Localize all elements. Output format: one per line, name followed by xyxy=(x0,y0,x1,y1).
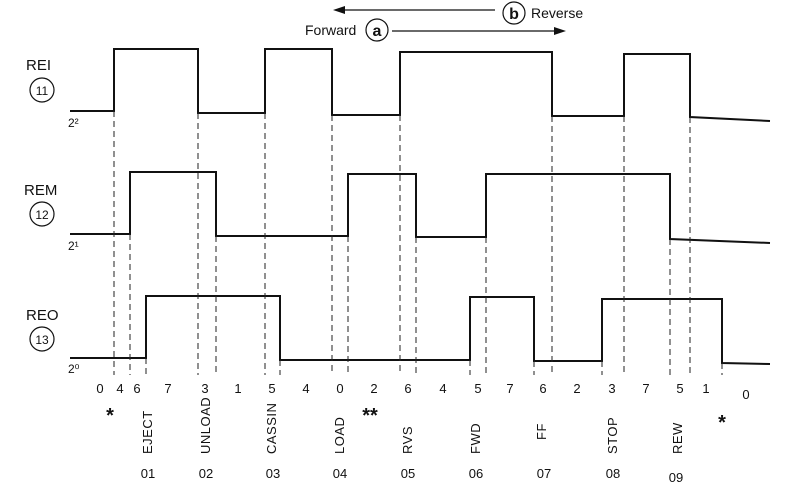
signal-number: 13 xyxy=(35,333,49,347)
command-number: 01 xyxy=(141,466,155,481)
state-code: 1 xyxy=(234,381,241,396)
state-code: 4 xyxy=(116,381,123,396)
state-code: 3 xyxy=(201,381,208,396)
signal-power: 2² xyxy=(68,116,79,130)
state-code: 5 xyxy=(676,381,683,396)
waveform-reo xyxy=(70,295,771,365)
waveform-rem xyxy=(70,171,771,244)
forward-arrowhead-icon xyxy=(554,27,566,35)
command-label: CASSIN xyxy=(264,403,279,454)
reverse-letter: b xyxy=(509,6,519,23)
command-number: 09 xyxy=(669,470,683,485)
state-code: 2 xyxy=(573,381,580,396)
command-numbers: 01 02 03 04 05 06 07 08 09 xyxy=(141,466,683,485)
marker-double-star: ** xyxy=(362,405,378,427)
forward-letter: a xyxy=(373,23,382,40)
signal-rei-label: REI 11 2² xyxy=(26,57,79,130)
signal-number: 12 xyxy=(35,208,49,222)
signal-number-circle xyxy=(29,326,55,352)
state-code: 5 xyxy=(474,381,481,396)
command-label: STOP xyxy=(605,417,620,454)
command-label: UNLOAD xyxy=(198,397,213,454)
signal-rem-label: REM 12 2¹ xyxy=(24,182,79,253)
state-code-row: 0 4 6 7 3 1 5 4 0 2 6 4 5 7 6 2 3 7 5 1 … xyxy=(96,381,749,402)
state-code: 4 xyxy=(302,381,309,396)
reverse-label: Reverse xyxy=(531,5,583,21)
reverse-circle xyxy=(502,1,526,25)
waveform-rei xyxy=(70,48,771,122)
direction-indicator: b Reverse Forward a xyxy=(305,1,583,42)
state-code: 2 xyxy=(370,381,377,396)
state-code: 0 xyxy=(96,381,103,396)
command-label: LOAD xyxy=(332,417,347,454)
command-label: REW xyxy=(670,422,685,454)
state-code: 6 xyxy=(539,381,546,396)
command-number: 06 xyxy=(469,466,483,481)
signal-number-circle xyxy=(29,77,55,103)
command-number: 07 xyxy=(537,466,551,481)
command-number: 03 xyxy=(266,466,280,481)
signal-name: REM xyxy=(24,182,57,199)
command-label: FF xyxy=(534,423,549,440)
command-label: FWD xyxy=(468,423,483,454)
forward-circle xyxy=(365,18,389,42)
signal-name: REO xyxy=(26,307,59,324)
signal-power: 2⁰ xyxy=(68,362,80,376)
command-number: 02 xyxy=(199,466,213,481)
command-label: EJECT xyxy=(140,410,155,454)
state-code: 6 xyxy=(404,381,411,396)
command-number: 05 xyxy=(401,466,415,481)
command-number: 08 xyxy=(606,466,620,481)
state-code: 7 xyxy=(642,381,649,396)
marker-end-star: * xyxy=(718,412,726,434)
state-code: 7 xyxy=(506,381,513,396)
signal-power: 2¹ xyxy=(68,239,79,253)
state-code: 0 xyxy=(742,387,749,402)
command-label: RVS xyxy=(400,426,415,454)
state-code: 5 xyxy=(268,381,275,396)
forward-label: Forward xyxy=(305,22,356,38)
signal-number-circle xyxy=(29,201,55,227)
state-code: 0 xyxy=(336,381,343,396)
state-code: 6 xyxy=(133,381,140,396)
signal-name: REI xyxy=(26,57,51,74)
state-code: 1 xyxy=(702,381,709,396)
signal-number: 11 xyxy=(36,84,49,98)
command-number: 04 xyxy=(333,466,347,481)
reverse-arrowhead-icon xyxy=(333,6,345,14)
signal-reo-label: REO 13 2⁰ xyxy=(26,307,80,376)
state-code: 7 xyxy=(164,381,171,396)
transition-guides xyxy=(113,111,723,375)
marker-single-star: * xyxy=(106,405,114,427)
command-labels: EJECT UNLOAD CASSIN LOAD RVS FWD FF STOP… xyxy=(140,397,685,454)
state-code: 4 xyxy=(439,381,446,396)
state-code: 3 xyxy=(608,381,615,396)
